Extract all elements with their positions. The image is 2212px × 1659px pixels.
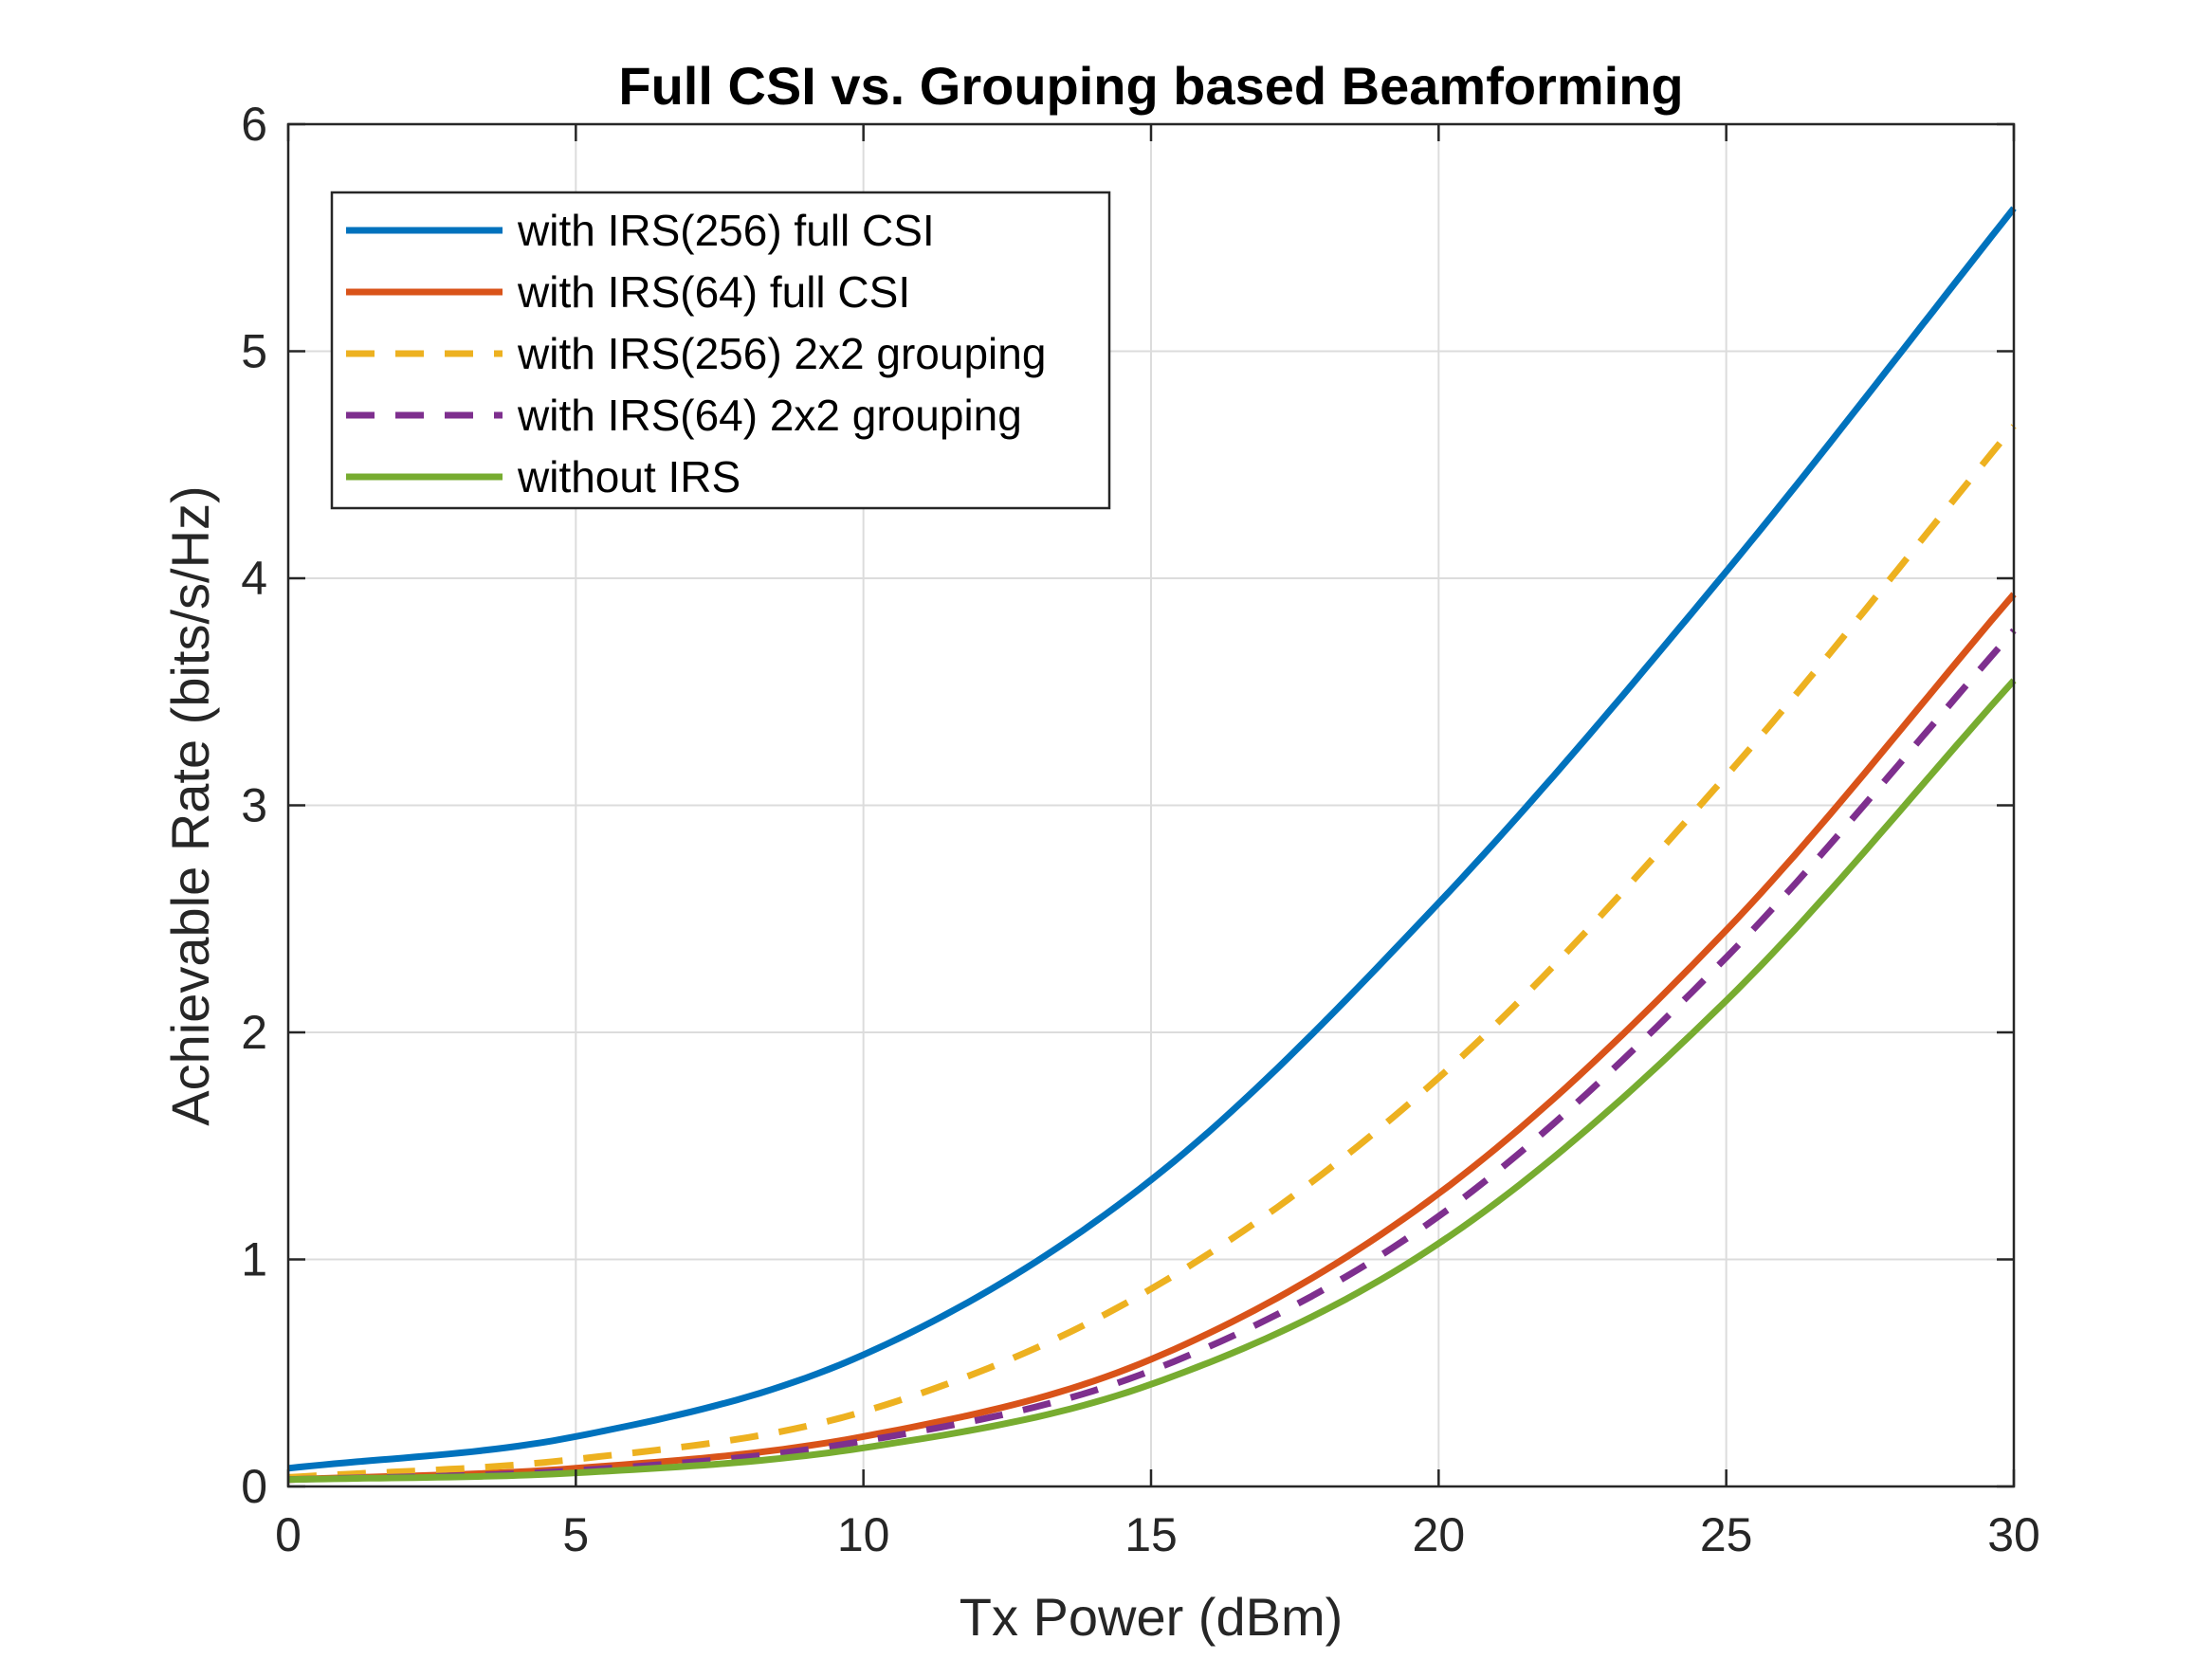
x-tick-label: 20 (1413, 1508, 1466, 1561)
x-axis-label: Tx Power (dBm) (960, 1587, 1344, 1647)
y-tick-label: 3 (241, 779, 267, 832)
legend-label: with IRS(256) full CSI (517, 206, 935, 255)
series-line-3 (287, 424, 2017, 1481)
ticks: 0 5 10 15 20 25 30 0 1 2 3 4 5 6 (241, 98, 2040, 1561)
series-line-2 (287, 592, 2017, 1484)
y-tick-label: 6 (241, 98, 267, 151)
y-axis-label: Achievable Rate (bits/s/Hz) (160, 485, 220, 1125)
x-tick-label: 0 (275, 1508, 302, 1561)
y-tick-label: 4 (241, 552, 267, 605)
y-tick-label: 1 (241, 1233, 267, 1286)
series-line-4 (287, 628, 2017, 1484)
x-tick-label: 10 (837, 1508, 890, 1561)
x-tick-label: 30 (1987, 1508, 2040, 1561)
x-tick-label: 5 (562, 1508, 589, 1561)
legend: with IRS(256) full CSI with IRS(64) full … (330, 191, 1111, 510)
x-tick-label: 15 (1124, 1508, 1178, 1561)
chart-title: Full CSI vs. Grouping based Beamforming (618, 56, 1683, 116)
y-tick-label: 2 (241, 1006, 267, 1059)
legend-label: with IRS(64) full CSI (517, 267, 910, 317)
legend-label: with IRS(64) 2x2 grouping (517, 391, 1022, 440)
y-tick-label: 0 (241, 1460, 267, 1513)
x-tick-label: 25 (1700, 1508, 1753, 1561)
legend-label: without IRS (517, 452, 740, 501)
series-line-1 (287, 206, 2017, 1472)
legend-label: with IRS(256) 2x2 grouping (517, 329, 1046, 378)
y-tick-label: 5 (241, 325, 267, 378)
